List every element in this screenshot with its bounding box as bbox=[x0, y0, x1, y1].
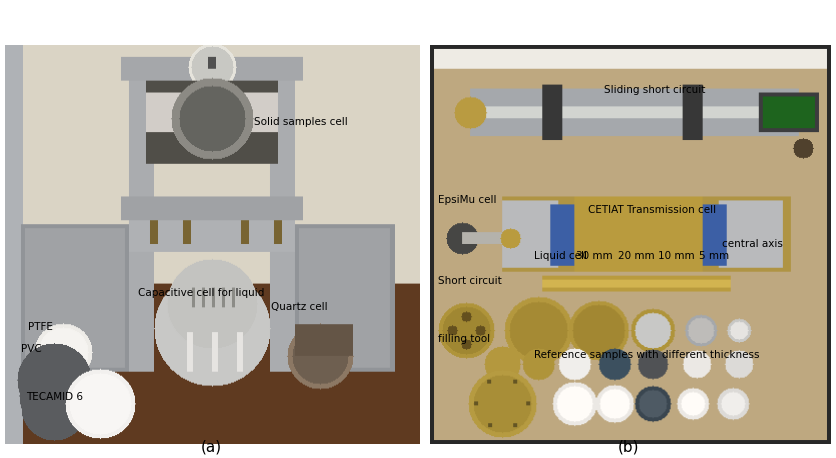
Text: Short circuit: Short circuit bbox=[438, 277, 502, 286]
Text: TECAMID 6: TECAMID 6 bbox=[26, 392, 83, 402]
Text: CETIAT Transmission cell: CETIAT Transmission cell bbox=[588, 205, 716, 215]
Text: EpsiMu cell: EpsiMu cell bbox=[438, 195, 497, 205]
Text: Solid samples cell: Solid samples cell bbox=[254, 117, 348, 127]
Text: PVC: PVC bbox=[21, 344, 42, 354]
Text: 20 mm: 20 mm bbox=[618, 251, 655, 261]
Text: Sliding short circuit: Sliding short circuit bbox=[604, 85, 706, 95]
Text: central axis: central axis bbox=[722, 239, 782, 249]
Text: (a): (a) bbox=[201, 439, 222, 454]
Text: PTFE: PTFE bbox=[28, 322, 53, 333]
Text: 5 mm: 5 mm bbox=[699, 251, 729, 261]
Text: 10 mm: 10 mm bbox=[658, 251, 695, 261]
Text: 30 mm: 30 mm bbox=[576, 251, 613, 261]
Text: Capacitive cell for liquid: Capacitive cell for liquid bbox=[138, 289, 264, 299]
Text: Quartz cell: Quartz cell bbox=[271, 302, 327, 312]
Text: filling tool: filling tool bbox=[438, 334, 490, 344]
Text: Reference samples with different thickness: Reference samples with different thickne… bbox=[534, 350, 759, 360]
Text: (b): (b) bbox=[618, 439, 640, 454]
Text: Liquid cell: Liquid cell bbox=[534, 251, 587, 261]
